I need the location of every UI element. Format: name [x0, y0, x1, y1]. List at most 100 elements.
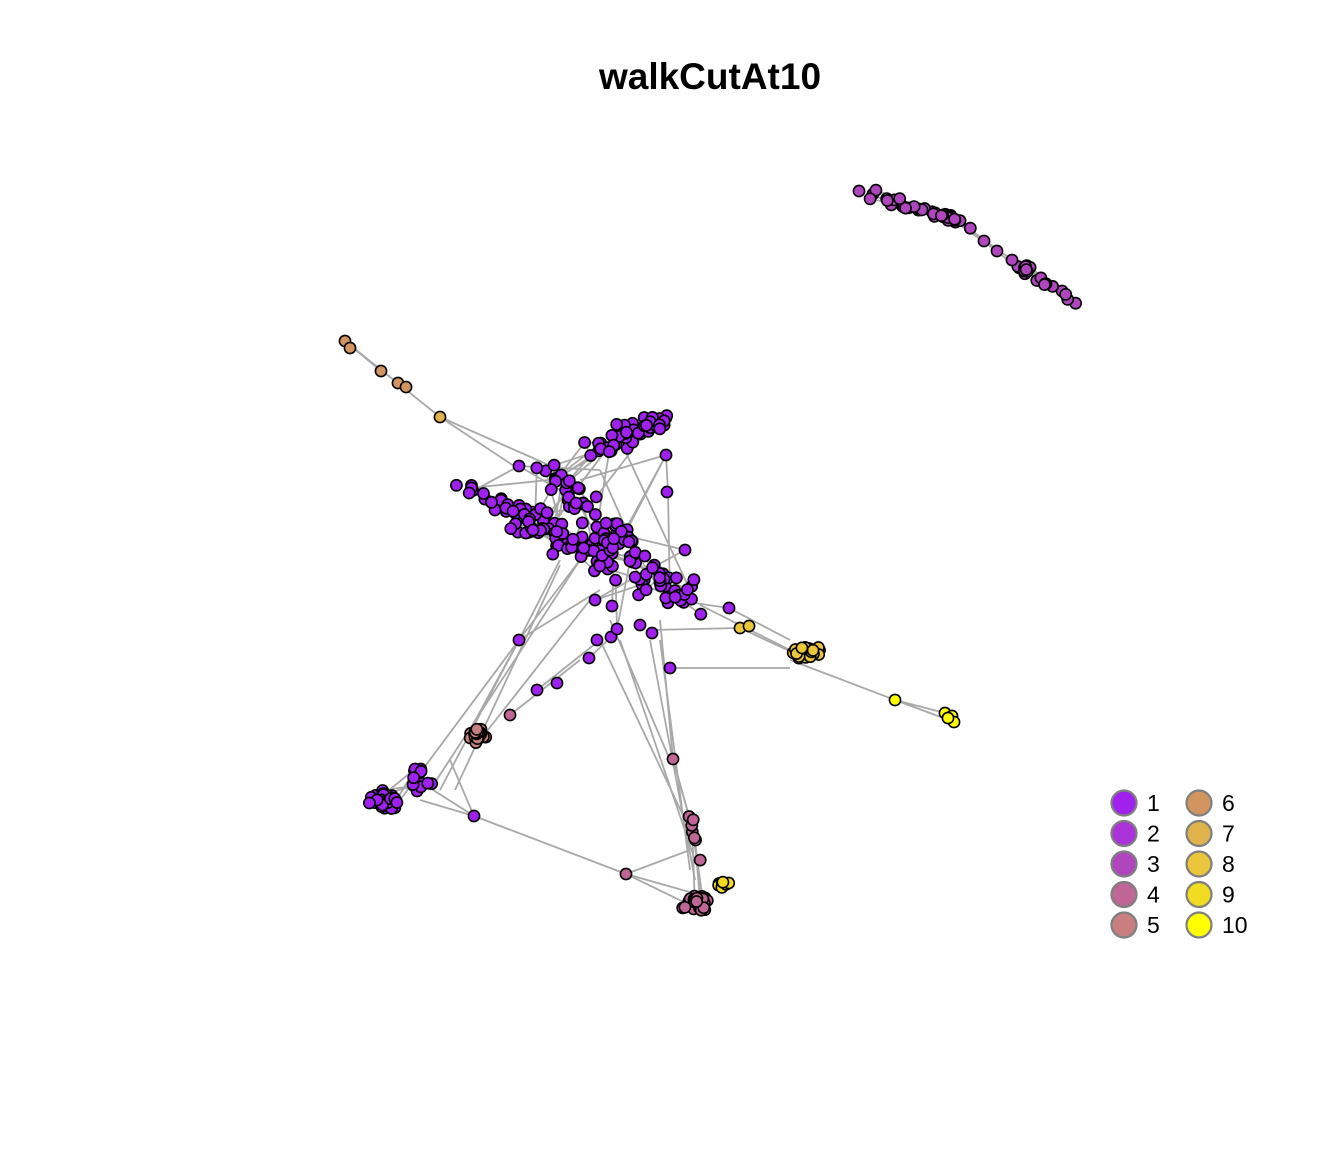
- graph-node: [374, 364, 388, 378]
- graph-node: [693, 853, 707, 867]
- graph-node: [694, 607, 708, 621]
- graph-node: [742, 619, 756, 633]
- graph-node: [806, 643, 820, 657]
- graph-edge: [439, 416, 561, 471]
- graph-node: [633, 618, 647, 632]
- graph-edge: [789, 659, 896, 701]
- graph-node: [619, 867, 633, 881]
- graph-node: [639, 583, 653, 597]
- graph-node: [610, 622, 624, 636]
- graph-node: [653, 571, 667, 585]
- graph-edge: [579, 454, 667, 481]
- graph-node: [390, 796, 404, 809]
- graph-node: [605, 599, 619, 613]
- graph-edge: [619, 439, 691, 591]
- graph-node: [614, 525, 628, 538]
- legend-label-8: 8: [1222, 851, 1235, 877]
- graph-edge: [594, 583, 643, 601]
- plot-title: walkCutAt10: [598, 56, 822, 97]
- graph-node: [584, 449, 598, 462]
- graph-node: [645, 626, 659, 640]
- graph-node: [526, 523, 540, 537]
- graph-node: [659, 448, 673, 462]
- graph-node: [550, 525, 564, 538]
- graph-edge: [518, 559, 581, 641]
- graph-node: [477, 487, 490, 500]
- graph-node: [681, 583, 694, 596]
- graph-node: [880, 194, 894, 207]
- graph-node: [362, 796, 376, 810]
- graph-node: [449, 478, 463, 492]
- graph-node: [795, 641, 809, 655]
- graph-node: [716, 875, 730, 889]
- graph-node: [888, 693, 902, 707]
- graph-node: [620, 425, 633, 439]
- graph-node: [578, 436, 591, 449]
- graph-node: [569, 496, 583, 510]
- graph-edge: [479, 599, 591, 741]
- legend-label-5: 5: [1147, 912, 1160, 938]
- graph-node: [546, 547, 560, 561]
- graph-node: [893, 192, 907, 206]
- legend-swatch-9: [1185, 880, 1213, 909]
- graph-node: [1038, 278, 1051, 291]
- graph-node: [687, 573, 701, 587]
- graph-node: [935, 209, 948, 223]
- graph-node: [547, 458, 561, 472]
- graph-edge: [619, 639, 696, 861]
- graph-node: [485, 495, 498, 509]
- graph-edge: [594, 576, 636, 601]
- graph-node: [530, 683, 544, 697]
- graph-node: [589, 490, 603, 504]
- graph-node: [607, 532, 621, 546]
- graph-edge: [672, 758, 690, 817]
- graph-edge: [649, 627, 741, 631]
- graph-node: [504, 522, 518, 535]
- graph-node: [512, 459, 526, 473]
- legend-swatch-5: [1110, 911, 1138, 939]
- graph-edge: [599, 639, 691, 831]
- graph-node: [660, 485, 674, 499]
- graph-node: [869, 183, 883, 197]
- graph-node: [593, 559, 607, 573]
- graph-node: [577, 541, 591, 555]
- legend-swatch-3: [1110, 850, 1138, 878]
- graph-node: [462, 486, 476, 500]
- graph-node: [602, 445, 616, 459]
- legend-label-6: 6: [1222, 790, 1235, 816]
- graph-node: [686, 813, 700, 827]
- graph-node: [638, 549, 652, 563]
- graph-node: [941, 711, 955, 725]
- graph-node: [609, 573, 622, 587]
- graph-edge: [518, 559, 561, 641]
- legend-label-2: 2: [1147, 821, 1160, 847]
- legend-swatch-8: [1185, 850, 1213, 878]
- graph-node: [571, 481, 585, 495]
- legend-swatch-6: [1185, 789, 1213, 817]
- legend-label-10: 10: [1222, 912, 1248, 938]
- graph-node: [722, 601, 736, 615]
- graph-node: [622, 535, 636, 549]
- graph-node: [640, 418, 653, 432]
- graph-node: [562, 474, 576, 488]
- legend-swatch-1: [1110, 789, 1138, 817]
- graph-node: [646, 561, 659, 575]
- graph-node: [852, 184, 866, 198]
- graph-nodes: [338, 183, 1082, 917]
- graph-node: [582, 651, 596, 665]
- graph-node: [990, 244, 1004, 258]
- graph-node: [506, 504, 520, 518]
- graph-node: [343, 341, 357, 355]
- graph-edge: [616, 560, 631, 630]
- legend-swatch-10: [1185, 911, 1213, 939]
- graph-edge: [625, 849, 691, 875]
- graph-node: [512, 633, 526, 647]
- graph-node: [678, 900, 692, 914]
- graph-node: [467, 809, 481, 823]
- graph-node: [690, 895, 703, 908]
- graph-node: [599, 516, 613, 530]
- graph-edge: [625, 873, 701, 896]
- graph-edge: [625, 873, 691, 906]
- graph-node: [688, 831, 701, 845]
